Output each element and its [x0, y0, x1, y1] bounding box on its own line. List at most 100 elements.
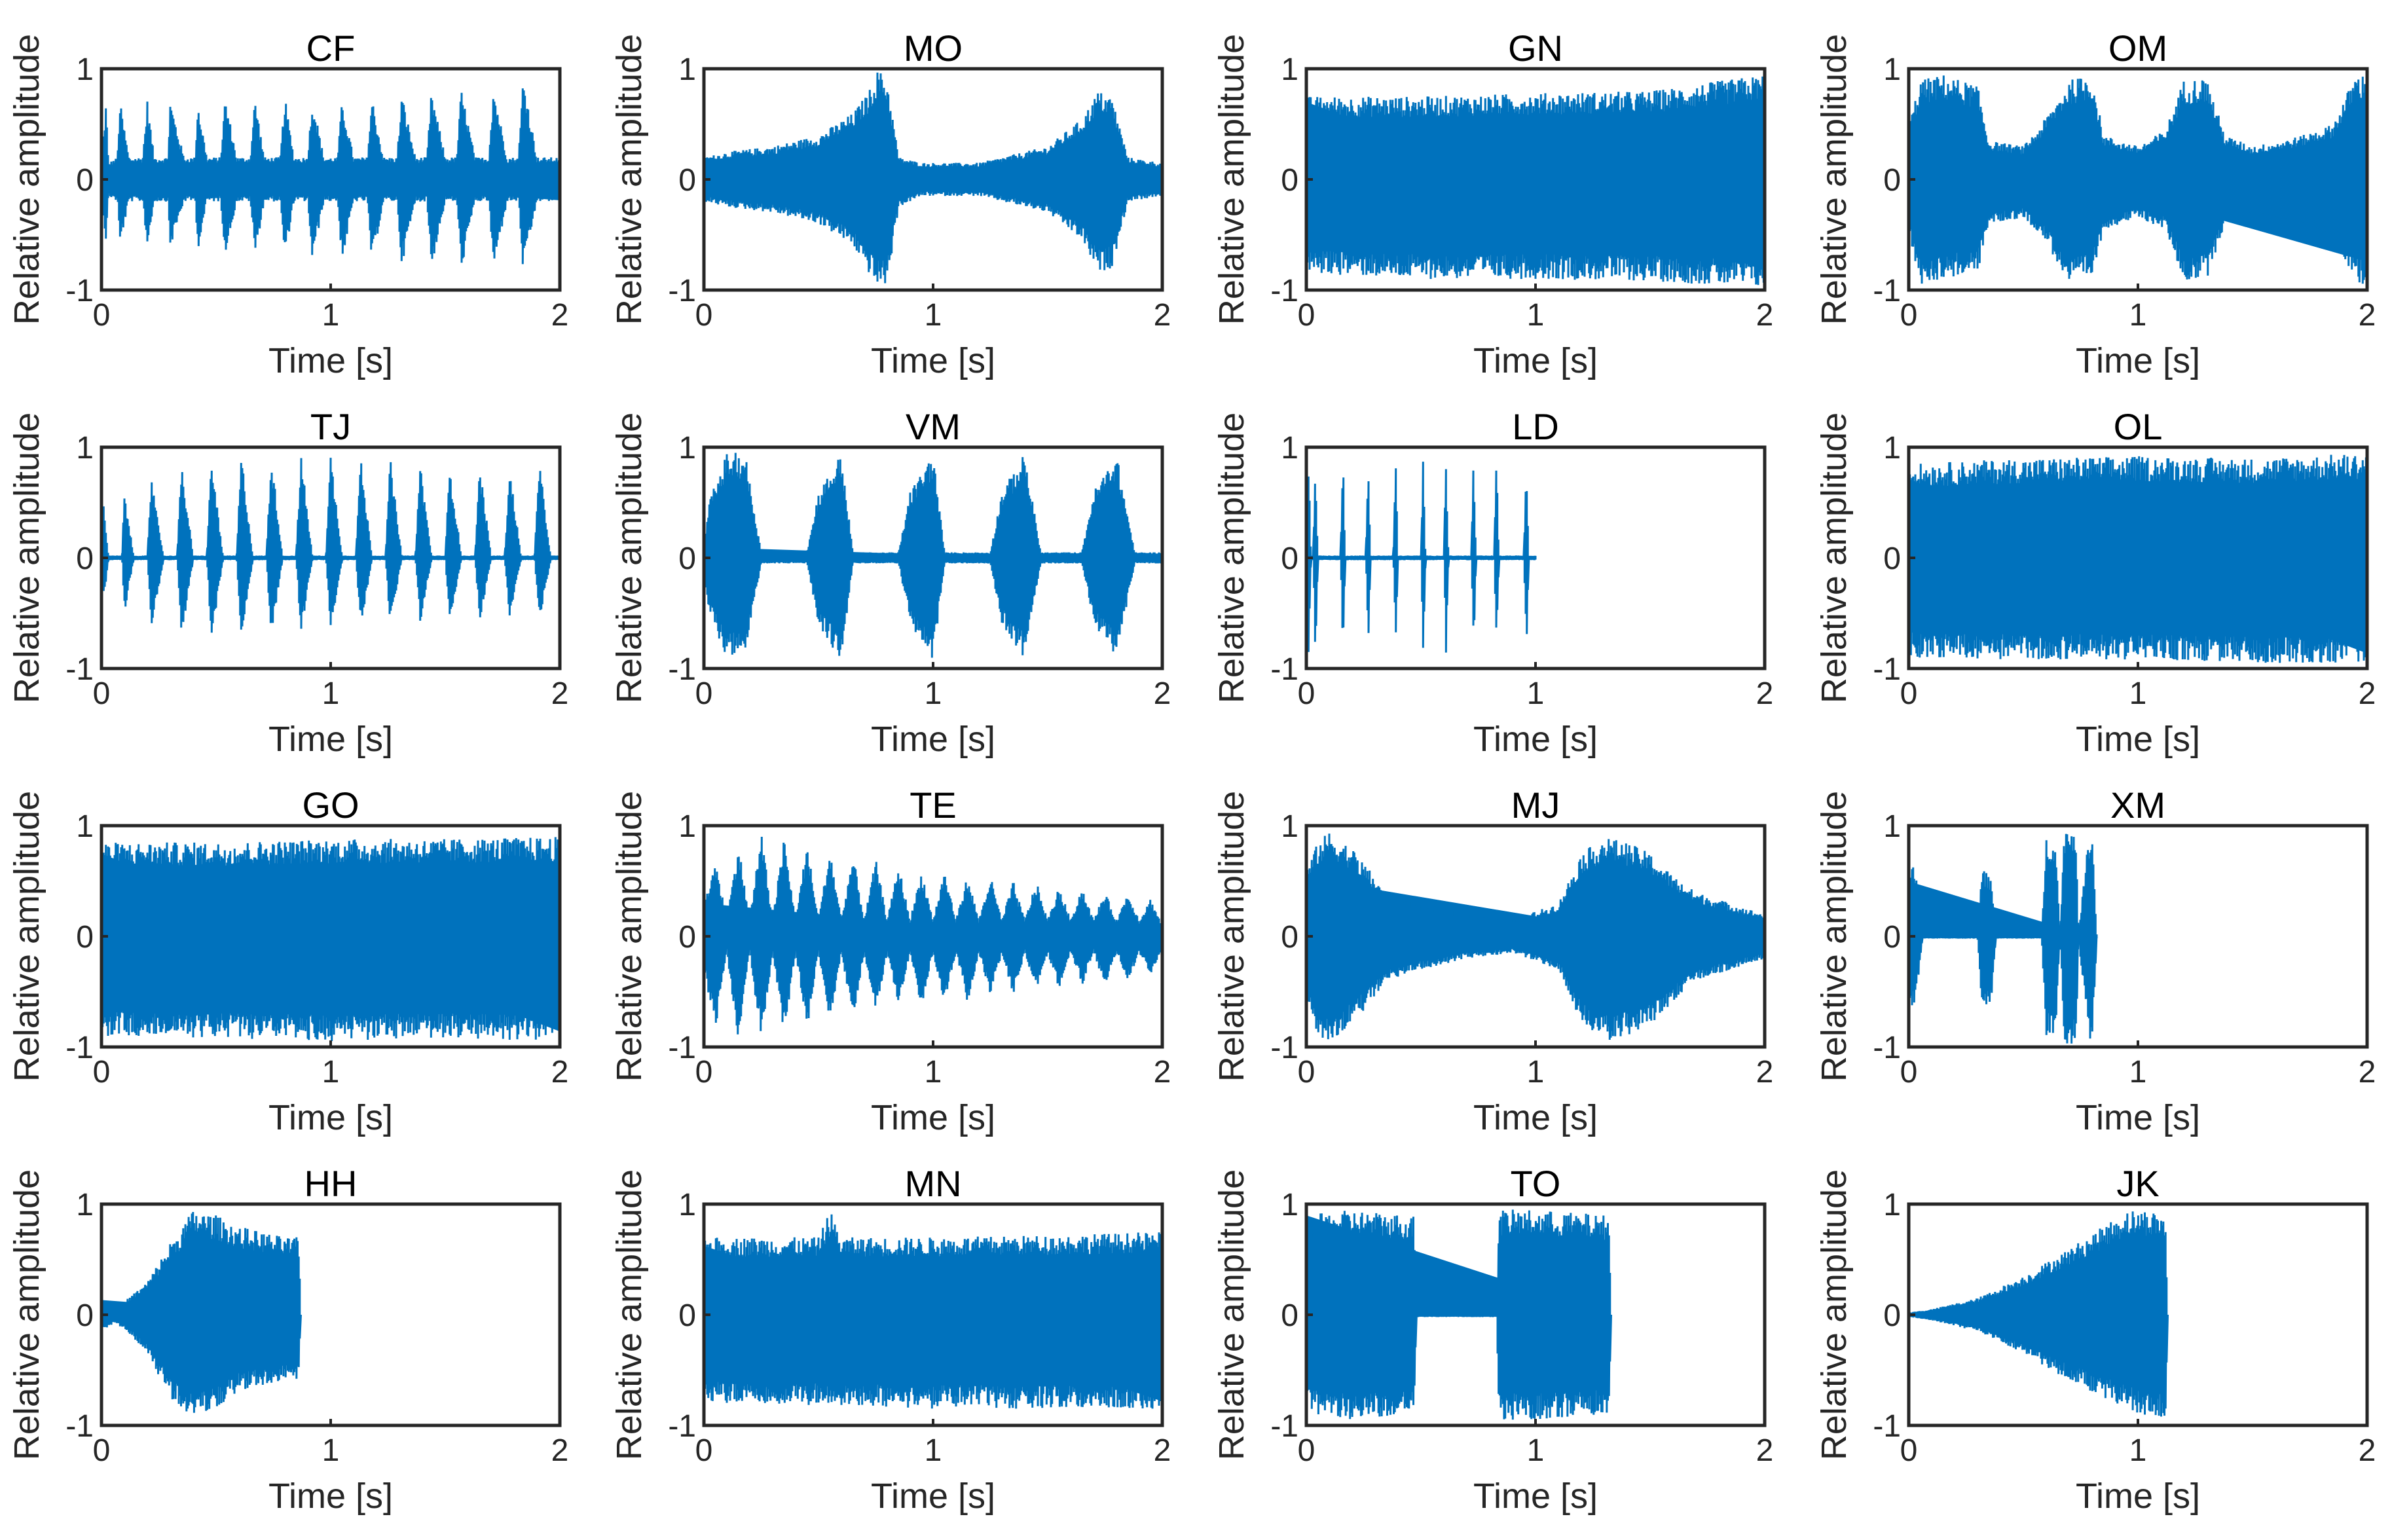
y-axis-label: Relative amplitude [7, 791, 46, 1082]
y-tick-label: -1 [65, 1409, 94, 1444]
signal-waveform-mo [703, 72, 1164, 284]
y-tick-label: 1 [76, 809, 94, 844]
y-axis-label: Relative amplitude [1212, 791, 1251, 1082]
signal-waveform-xm [1907, 834, 2098, 1044]
signal-waveform-hh [100, 1211, 302, 1413]
y-axis-label: Relative amplitude [610, 34, 649, 325]
x-tick-label: 2 [1756, 676, 1774, 711]
x-tick-label: 2 [551, 1055, 569, 1090]
subplot-title: OM [2108, 28, 2167, 69]
y-tick-label: -1 [668, 652, 696, 687]
x-tick-label: 2 [551, 1433, 569, 1468]
x-tick-label: 1 [2129, 1433, 2147, 1468]
x-tick-label: 2 [2359, 676, 2376, 711]
x-tick-label: 0 [93, 676, 111, 711]
y-axis-label: Relative amplitude [1814, 34, 1854, 325]
x-tick-label: 2 [551, 676, 569, 711]
x-tick-label: 1 [925, 1433, 942, 1468]
y-tick-label: -1 [1873, 1031, 1901, 1065]
subplot-title: LD [1512, 406, 1559, 447]
signal-waveform-tj [100, 458, 561, 633]
y-axis-label: Relative amplitude [1212, 1169, 1251, 1460]
y-tick-label: 0 [678, 1298, 696, 1333]
x-tick-label: 1 [925, 298, 942, 333]
x-axis-label: Time [s] [2076, 720, 2200, 759]
x-tick-label: 0 [93, 1433, 111, 1468]
x-tick-label: 0 [1900, 1055, 1918, 1090]
x-tick-label: 1 [322, 1433, 340, 1468]
y-axis-label: Relative amplitude [610, 412, 649, 703]
subplot-title: JK [2116, 1163, 2159, 1204]
y-tick-label: -1 [1873, 1409, 1901, 1444]
subplot-title: VM [906, 406, 961, 447]
y-tick-label: 1 [1281, 809, 1298, 844]
y-tick-label: 0 [76, 1298, 94, 1333]
x-tick-label: 1 [1527, 676, 1545, 711]
y-tick-label: 0 [76, 163, 94, 198]
y-tick-label: 0 [1281, 920, 1298, 955]
signal-waveform-cf [100, 88, 561, 265]
y-axis-label: Relative amplitude [1212, 34, 1251, 325]
subplot-title: GN [1508, 28, 1563, 69]
x-tick-label: 2 [551, 298, 569, 333]
y-tick-label: 0 [76, 541, 94, 576]
y-tick-label: -1 [668, 1031, 696, 1065]
y-tick-label: 1 [1883, 52, 1901, 87]
x-axis-label: Time [s] [2076, 341, 2200, 380]
subplot-title: TO [1511, 1163, 1561, 1204]
x-tick-label: 2 [2359, 298, 2376, 333]
signal-waveform-ol [1907, 454, 2368, 663]
x-tick-label: 0 [1298, 298, 1316, 333]
y-tick-label: 1 [76, 1188, 94, 1222]
x-tick-label: 0 [93, 1055, 111, 1090]
x-tick-label: 1 [925, 676, 942, 711]
x-tick-label: 0 [1900, 676, 1918, 711]
x-tick-label: 1 [2129, 676, 2147, 711]
y-tick-label: 0 [678, 541, 696, 576]
subplot-title: MJ [1511, 784, 1560, 826]
signal-waveform-to [1305, 1209, 1612, 1420]
y-axis-label: Relative amplitude [7, 1169, 46, 1460]
x-tick-label: 2 [2359, 1433, 2376, 1468]
x-tick-label: 0 [1900, 1433, 1918, 1468]
y-tick-label: 1 [1883, 1188, 1901, 1222]
y-tick-label: 0 [1883, 163, 1901, 198]
x-tick-label: 0 [695, 676, 713, 711]
y-axis-label: Relative amplitude [7, 34, 46, 325]
x-tick-label: 1 [2129, 1055, 2147, 1090]
y-tick-label: 1 [76, 52, 94, 87]
x-tick-label: 1 [925, 1055, 942, 1090]
subplot-title: CF [306, 28, 356, 69]
x-tick-label: 2 [1154, 298, 1171, 333]
subplot-title: XM [2110, 784, 2165, 826]
x-axis-label: Time [s] [871, 1476, 995, 1516]
y-tick-label: 0 [76, 920, 94, 955]
y-tick-label: -1 [1270, 652, 1298, 687]
x-tick-label: 1 [2129, 298, 2147, 333]
subplot-title: HH [304, 1163, 358, 1204]
signal-waveform-gn [1305, 76, 1766, 285]
y-tick-label: 0 [1281, 541, 1298, 576]
subplot-title: MN [904, 1163, 961, 1204]
y-tick-label: 0 [1883, 541, 1901, 576]
x-axis-label: Time [s] [2076, 1098, 2200, 1137]
x-tick-label: 1 [1527, 1055, 1545, 1090]
y-axis-label: Relative amplitude [610, 791, 649, 1082]
x-axis-label: Time [s] [268, 1476, 393, 1516]
y-tick-label: -1 [65, 274, 94, 308]
x-tick-label: 0 [1298, 676, 1316, 711]
y-tick-label: 1 [678, 52, 696, 87]
y-tick-label: 0 [678, 163, 696, 198]
y-axis-label: Relative amplitude [1814, 1169, 1854, 1460]
x-axis-label: Time [s] [2076, 1476, 2200, 1516]
x-tick-label: 0 [695, 1055, 713, 1090]
